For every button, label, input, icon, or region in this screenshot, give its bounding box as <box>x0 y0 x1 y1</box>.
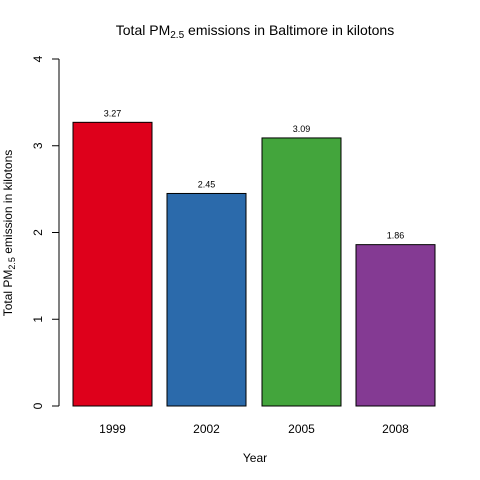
y-tick-label: 4 <box>31 55 45 62</box>
data-label-1999: 3.27 <box>104 108 122 118</box>
x-tick-label-2002: 2002 <box>193 422 220 436</box>
y-axis: 0 1 2 3 4 <box>31 55 60 409</box>
y-axis-label: Total PM2.5 emission in kilotons <box>1 150 17 317</box>
data-label-2002: 2.45 <box>198 179 216 189</box>
data-label-2008: 1.86 <box>387 231 405 241</box>
x-tick-label-2005: 2005 <box>288 422 315 436</box>
x-axis-label: Year <box>243 451 267 465</box>
y-tick-label: 0 <box>31 402 45 409</box>
x-tick-label-2008: 2008 <box>382 422 409 436</box>
y-tick-label: 1 <box>31 316 45 323</box>
bar-2008 <box>355 244 436 407</box>
y-tick-label: 2 <box>31 229 45 236</box>
bars-group: 3.27 2.45 3.09 1.86 <box>72 108 436 407</box>
x-tick-labels: 1999 2002 2005 2008 <box>99 422 409 436</box>
bar-1999 <box>72 121 153 407</box>
data-label-2005: 3.09 <box>293 124 311 134</box>
bar-2005 <box>261 137 342 407</box>
bar-2002 <box>166 192 247 407</box>
x-tick-label-1999: 1999 <box>99 422 126 436</box>
y-tick-label: 3 <box>31 142 45 149</box>
chart-title: Total PM2.5 emissions in Baltimore in ki… <box>116 22 394 41</box>
